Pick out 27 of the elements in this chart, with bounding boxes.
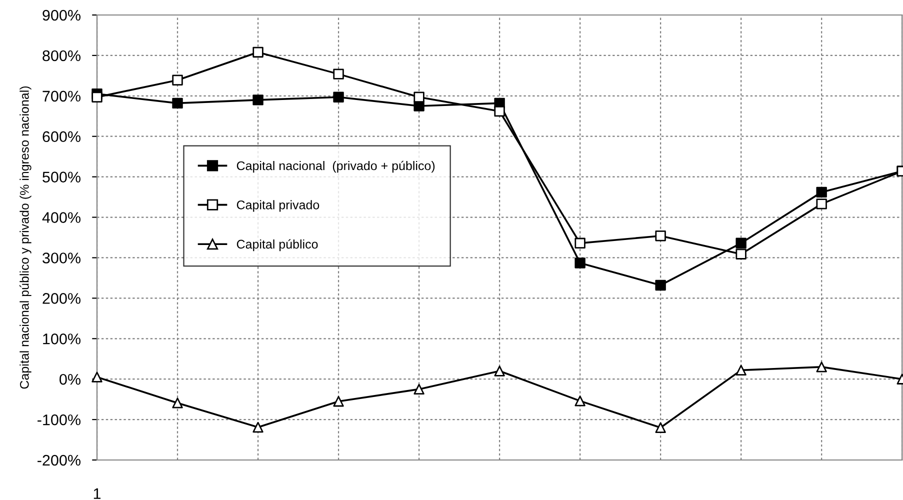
y-tick-label: -200% [38,454,80,466]
legend-label: Capital privado [236,200,320,212]
point [494,366,505,376]
point [655,422,666,433]
point [92,372,102,382]
y-tick-label: 200% [42,293,80,304]
y-tick-label: 300% [42,252,80,264]
legend-label: Capital público [236,239,318,252]
y-axis-title: Capital nacional público y privado (% ingreso nacional) [20,86,32,389]
legend-label: Capital nacional (privado + público) [236,160,435,173]
point [816,362,827,372]
y-tick-label: 500% [42,172,80,183]
point [736,364,746,376]
y-tick-label: 700% [42,90,80,102]
y-tick-label: 900% [42,10,80,21]
x-tick-label: 1 [94,488,101,499]
point [172,398,183,408]
y-tick-label: 0% [60,374,80,385]
y-tick-label: 100% [43,334,80,344]
y-tick-label: 800% [42,50,80,62]
y-tick-label: 400% [42,212,80,223]
point [414,384,424,395]
y-tick-label: 600% [42,131,80,142]
point [574,396,586,406]
y-tick-label: -100% [38,414,80,426]
point [252,422,264,433]
point [333,396,344,407]
